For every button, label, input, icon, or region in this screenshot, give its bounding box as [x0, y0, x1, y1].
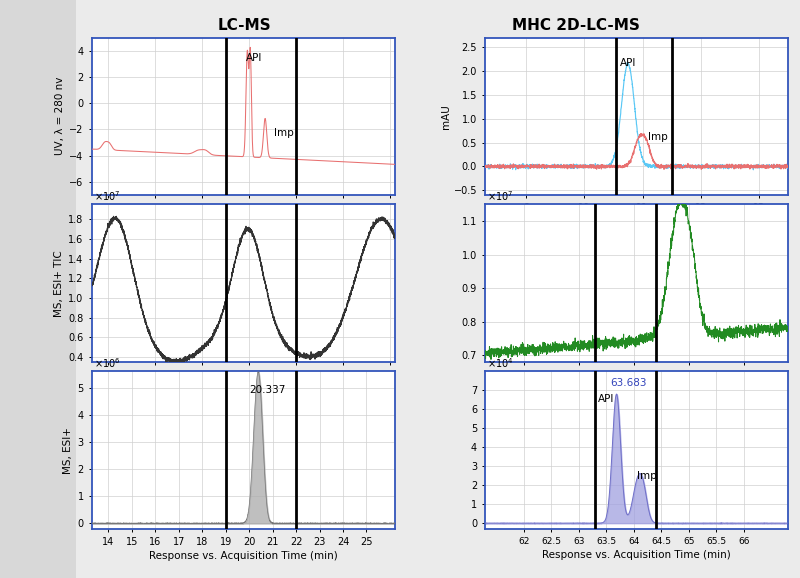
Text: MHC 2D-LC-MS: MHC 2D-LC-MS	[512, 18, 640, 34]
Text: $\times$10$^{7}$: $\times$10$^{7}$	[487, 189, 514, 203]
Text: LC-MS: LC-MS	[217, 18, 271, 34]
Text: 20.337: 20.337	[249, 385, 286, 395]
Text: $\times$10$^{4}$: $\times$10$^{4}$	[487, 356, 514, 370]
X-axis label: Response vs. Acquisition Time (min): Response vs. Acquisition Time (min)	[542, 550, 731, 560]
Text: Imp: Imp	[637, 470, 657, 480]
Text: API: API	[621, 58, 637, 68]
X-axis label: Time [min]: Time [min]	[608, 216, 665, 226]
Y-axis label: MS, ESI+ TIC: MS, ESI+ TIC	[54, 250, 64, 317]
Y-axis label: mAU: mAU	[441, 104, 450, 129]
Text: 63.683: 63.683	[610, 377, 646, 388]
Text: API: API	[598, 394, 614, 404]
Text: $\times$10$^{6}$: $\times$10$^{6}$	[94, 356, 120, 370]
Text: $\times$10$^{7}$: $\times$10$^{7}$	[94, 189, 120, 203]
Text: Imp: Imp	[648, 132, 668, 142]
Y-axis label: MS, ESI+: MS, ESI+	[63, 427, 74, 473]
X-axis label: Response vs. Acquisition Time (min): Response vs. Acquisition Time (min)	[149, 551, 338, 561]
Text: Imp: Imp	[274, 128, 294, 138]
Y-axis label: UV, λ = 280 nv: UV, λ = 280 nv	[55, 77, 65, 155]
Text: API: API	[246, 53, 262, 63]
